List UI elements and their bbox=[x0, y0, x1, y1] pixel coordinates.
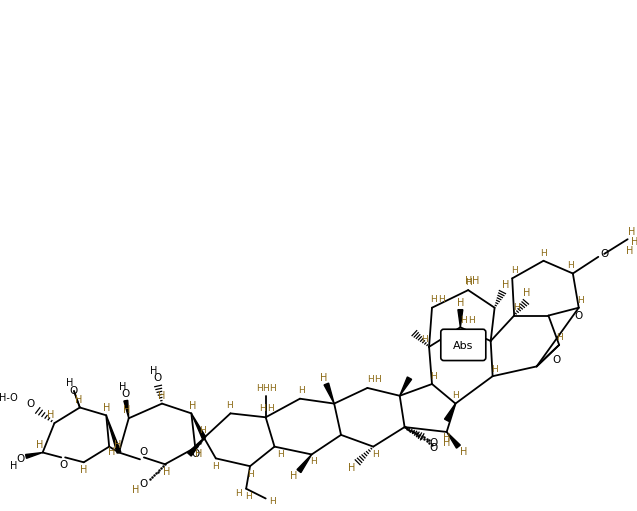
Text: O: O bbox=[70, 386, 78, 396]
Text: O: O bbox=[430, 438, 438, 448]
Text: H: H bbox=[199, 427, 206, 435]
Text: H: H bbox=[262, 384, 269, 393]
Polygon shape bbox=[399, 377, 412, 396]
Text: O: O bbox=[191, 450, 199, 459]
Text: H: H bbox=[123, 405, 131, 415]
Text: H: H bbox=[163, 467, 171, 477]
Text: H: H bbox=[119, 382, 127, 392]
Text: H: H bbox=[259, 404, 266, 413]
Text: H: H bbox=[438, 295, 445, 305]
Polygon shape bbox=[74, 391, 80, 407]
Text: O: O bbox=[552, 355, 561, 364]
Text: O: O bbox=[59, 460, 68, 470]
Text: H: H bbox=[299, 386, 305, 396]
Text: O: O bbox=[430, 443, 438, 453]
Text: H: H bbox=[511, 266, 517, 275]
Text: H: H bbox=[75, 394, 83, 405]
Text: H: H bbox=[431, 295, 438, 305]
Text: H: H bbox=[443, 438, 450, 448]
Polygon shape bbox=[25, 453, 43, 458]
Text: H: H bbox=[108, 448, 116, 457]
Text: H: H bbox=[431, 371, 438, 381]
Text: O: O bbox=[27, 399, 35, 409]
Text: H: H bbox=[372, 450, 378, 459]
Text: H: H bbox=[465, 278, 471, 287]
Text: O: O bbox=[122, 389, 130, 399]
Text: H: H bbox=[460, 448, 467, 457]
Text: H: H bbox=[464, 276, 472, 286]
Polygon shape bbox=[447, 432, 461, 448]
Text: O: O bbox=[140, 479, 148, 489]
Polygon shape bbox=[191, 413, 206, 439]
Text: O: O bbox=[16, 454, 24, 464]
Text: H: H bbox=[114, 439, 122, 450]
Text: H: H bbox=[10, 461, 17, 471]
Text: H: H bbox=[568, 261, 575, 270]
Text: H: H bbox=[290, 471, 297, 481]
Text: H: H bbox=[66, 378, 74, 388]
Text: O: O bbox=[575, 311, 583, 320]
Text: H: H bbox=[348, 463, 355, 473]
Text: H: H bbox=[577, 296, 584, 306]
Polygon shape bbox=[297, 454, 311, 473]
Text: H: H bbox=[513, 303, 520, 312]
Text: H: H bbox=[196, 450, 203, 459]
Text: H: H bbox=[460, 316, 467, 325]
Text: H: H bbox=[159, 391, 166, 401]
Text: H: H bbox=[540, 249, 547, 259]
Polygon shape bbox=[187, 438, 204, 456]
Polygon shape bbox=[106, 415, 121, 453]
Text: H: H bbox=[374, 375, 380, 384]
Text: H: H bbox=[626, 246, 633, 256]
Text: H: H bbox=[491, 365, 498, 374]
Polygon shape bbox=[324, 383, 334, 404]
Text: H: H bbox=[457, 298, 464, 308]
FancyBboxPatch shape bbox=[441, 329, 486, 361]
Text: H: H bbox=[277, 450, 283, 459]
Text: H: H bbox=[628, 227, 635, 238]
Text: H: H bbox=[472, 276, 480, 286]
Text: H: H bbox=[80, 465, 87, 475]
Text: H: H bbox=[189, 401, 196, 410]
Text: H: H bbox=[421, 335, 427, 343]
Polygon shape bbox=[458, 310, 463, 327]
Text: H: H bbox=[247, 470, 254, 478]
Polygon shape bbox=[445, 404, 455, 422]
Text: H: H bbox=[631, 237, 637, 247]
Text: H: H bbox=[103, 404, 110, 413]
Text: H-O: H-O bbox=[0, 393, 18, 403]
Text: H: H bbox=[367, 375, 374, 384]
Text: H: H bbox=[212, 462, 219, 471]
Text: H: H bbox=[523, 288, 531, 298]
Text: H: H bbox=[502, 280, 509, 290]
Text: H: H bbox=[452, 391, 459, 400]
Text: H: H bbox=[36, 439, 43, 450]
Text: H: H bbox=[310, 457, 317, 466]
Text: H: H bbox=[226, 401, 233, 410]
Text: H: H bbox=[132, 484, 140, 495]
Text: H: H bbox=[468, 316, 475, 325]
Text: H: H bbox=[320, 373, 327, 383]
Text: H: H bbox=[47, 410, 54, 421]
Text: H: H bbox=[257, 384, 263, 393]
Text: H: H bbox=[267, 404, 274, 413]
Text: O: O bbox=[600, 249, 608, 259]
Text: O: O bbox=[140, 447, 148, 456]
Text: H: H bbox=[443, 433, 450, 443]
Text: H: H bbox=[245, 492, 252, 501]
Text: H: H bbox=[556, 333, 562, 341]
Text: H: H bbox=[235, 489, 241, 498]
Polygon shape bbox=[124, 400, 129, 419]
Text: H: H bbox=[269, 384, 276, 393]
Text: Abs: Abs bbox=[453, 341, 473, 351]
Text: O: O bbox=[153, 373, 161, 383]
Text: H: H bbox=[150, 366, 157, 376]
Text: H: H bbox=[269, 497, 276, 506]
